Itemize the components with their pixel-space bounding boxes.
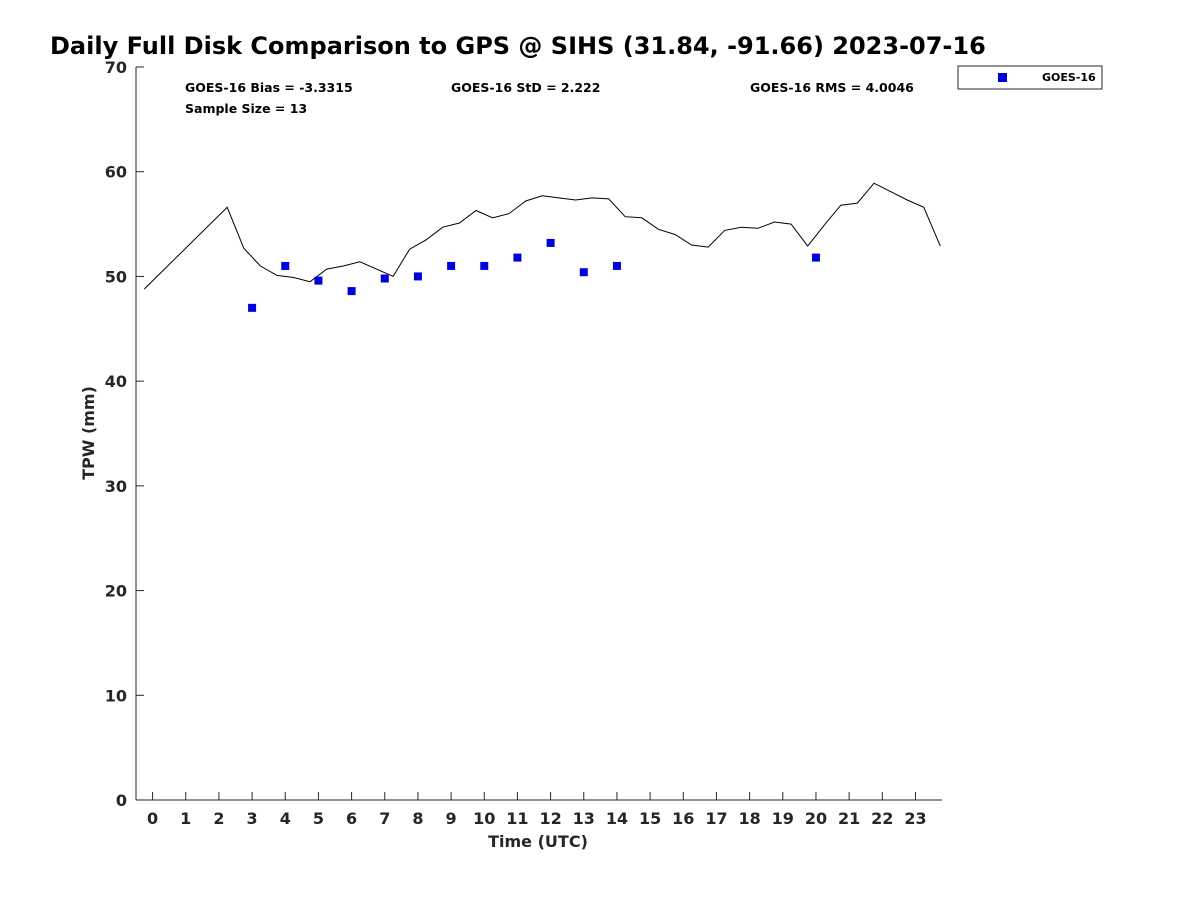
goes16-point [579,268,588,277]
x-tick-label: 3 [247,809,258,828]
x-tick-label: 15 [639,809,661,828]
stat-rms: GOES-16 RMS = 4.0046 [750,80,914,95]
chart-title: Daily Full Disk Comparison to GPS @ SIHS… [50,32,986,60]
y-tick-label: 70 [105,58,127,77]
goes16-point [612,261,621,270]
stat-sample-size: Sample Size = 13 [185,101,307,116]
x-tick-label: 18 [738,809,760,828]
stat-std: GOES-16 StD = 2.222 [451,80,600,95]
x-axis-label: Time (UTC) [488,832,588,851]
stat-bias: GOES-16 Bias = -3.3315 [185,80,353,95]
legend-box [957,65,1103,90]
y-tick-label: 10 [105,686,127,705]
x-tick-label: 13 [573,809,595,828]
x-tick-label: 19 [772,809,794,828]
goes16-point [480,261,489,270]
goes16-point [347,287,356,296]
goes16-point [380,274,389,283]
x-tick-label: 4 [280,809,291,828]
x-tick-label: 6 [346,809,357,828]
x-tick-label: 23 [904,809,926,828]
x-tick-label: 22 [871,809,893,828]
y-tick-label: 60 [105,163,127,182]
x-tick-label: 2 [213,809,224,828]
x-tick-label: 1 [180,809,191,828]
goes16-point [811,253,820,262]
x-tick-label: 0 [147,809,158,828]
x-tick-label: 9 [446,809,457,828]
x-tick-label: 7 [379,809,390,828]
legend: GOES-16 [957,65,1103,90]
goes16-point [546,238,555,247]
y-tick-label: 40 [105,372,127,391]
x-tick-label: 17 [705,809,727,828]
y-tick-label: 50 [105,267,127,286]
y-tick-label: 20 [105,582,127,601]
x-tick-label: 8 [412,809,423,828]
y-axis-label: TPW (mm) [79,386,98,480]
y-tick-label: 0 [116,791,127,810]
x-tick-label: 11 [506,809,528,828]
x-tick-label: 12 [539,809,561,828]
x-tick-label: 21 [838,809,860,828]
goes16-point [248,303,257,312]
legend-marker-goes16 [998,73,1007,82]
gps-tpw-line [143,182,941,290]
goes16-point [314,276,323,285]
x-tick-label: 14 [606,809,628,828]
goes16-point [281,261,290,270]
legend-label-goes16: GOES-16 [1042,71,1096,84]
goes16-point [413,272,422,281]
x-ticks: 0 1 2 3 4 5 6 7 8 9 10 11 12 13 14 15 16 17 18 19 20 21 22 23 [147,792,927,828]
x-tick-label: 20 [805,809,827,828]
x-tick-label: 10 [473,809,495,828]
x-tick-label: 5 [313,809,324,828]
x-tick-label: 16 [672,809,694,828]
series-layer [143,182,941,312]
y-ticks: 0 10 20 30 40 50 60 70 [105,58,144,810]
goes16-point [513,253,522,262]
goes16-point [447,261,456,270]
y-tick-label: 30 [105,477,127,496]
